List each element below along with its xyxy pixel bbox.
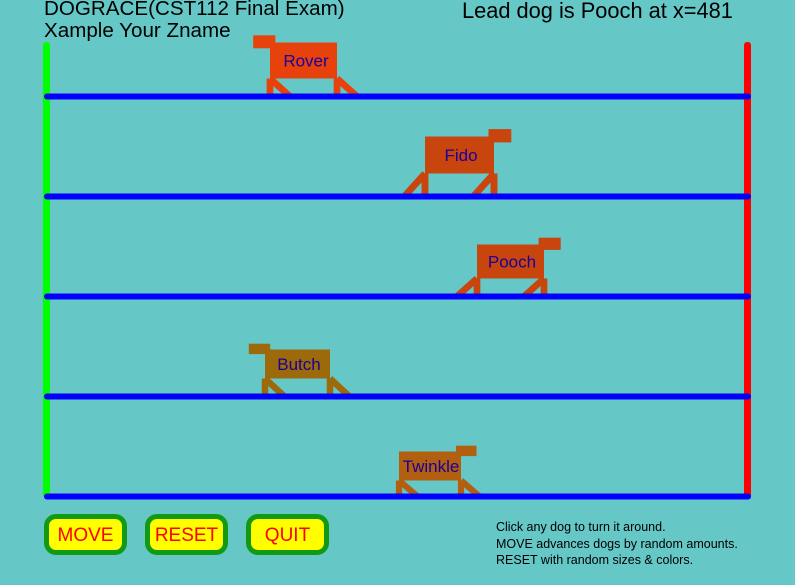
svg-text:Twinkle: Twinkle: [403, 457, 460, 476]
svg-text:Rover: Rover: [283, 52, 329, 71]
svg-text:Butch: Butch: [277, 355, 320, 374]
svg-text:Pooch: Pooch: [488, 253, 536, 272]
svg-text:Fido: Fido: [444, 146, 477, 165]
